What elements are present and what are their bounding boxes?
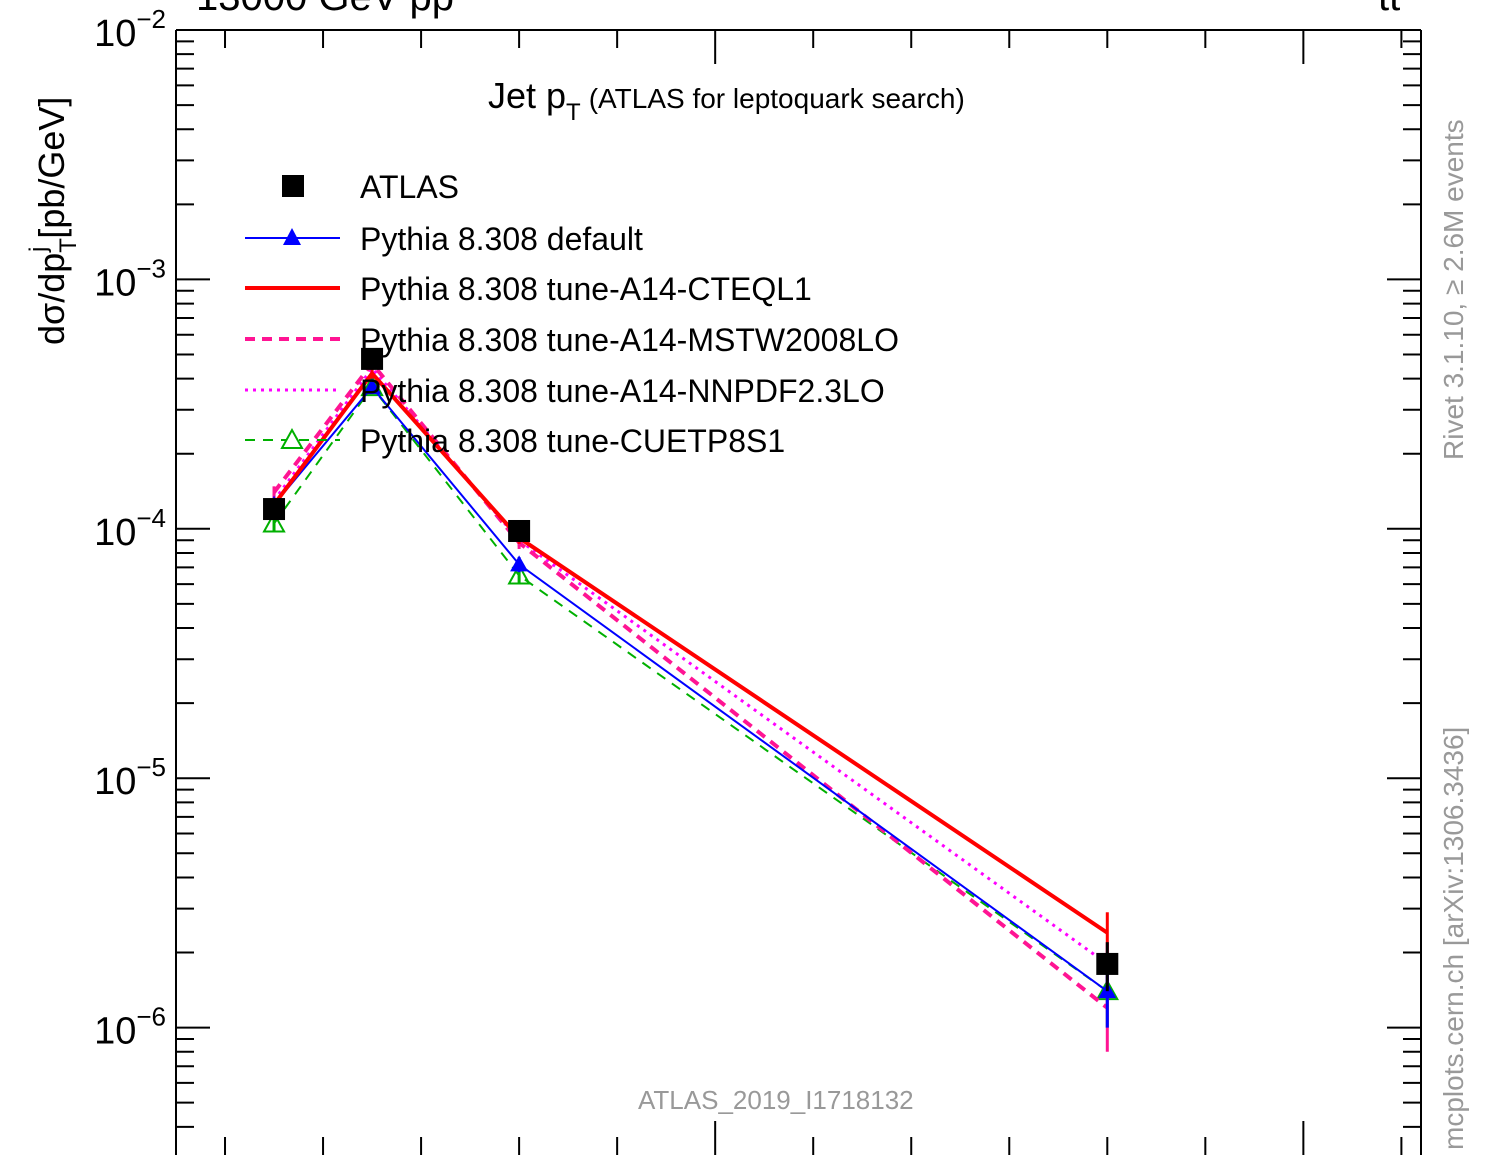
- series-default: [265, 378, 1117, 1028]
- y-axis-label-sup: j: [25, 247, 52, 253]
- x-axis-ticks: [224, 30, 1403, 1155]
- plot-frame: [175, 29, 1422, 1155]
- series-line: [272, 370, 1109, 935]
- legend: ATLAS Pythia 8.308 default Pythia 8.308 tu…: [245, 169, 899, 459]
- legend-entry-nnpdf: Pythia 8.308 tune-A14-NNPDF2.3LO: [245, 373, 885, 409]
- legend-entry-cteql1: Pythia 8.308 tune-A14-CTEQL1: [245, 271, 812, 307]
- data-point: [507, 563, 531, 585]
- series-line: [272, 360, 1109, 1010]
- legend-marker: [283, 228, 301, 245]
- data-point: [508, 519, 531, 542]
- chart-title-rest: (ATLAS for leptoquark search): [589, 83, 965, 114]
- legend-label: Pythia 8.308 tune-CUETP8S1: [360, 423, 785, 459]
- legend-marker: [282, 175, 304, 197]
- y-tick-label-exponent: −2: [136, 4, 166, 34]
- data-point: [263, 498, 286, 521]
- legend-entry-default: Pythia 8.308 default: [245, 221, 643, 257]
- series-layer: [262, 347, 1119, 1052]
- y-tick-label-mantissa: 10: [94, 512, 136, 554]
- legend-label: Pythia 8.308 tune-A14-CTEQL1: [360, 271, 812, 307]
- y-tick-label-exponent: −4: [136, 503, 166, 533]
- legend-label: Pythia 8.308 tune-A14-MSTW2008LO: [360, 322, 899, 358]
- data-point: [361, 347, 384, 370]
- legend-marker: [280, 427, 304, 449]
- y-tick-label: 10−5: [94, 752, 166, 803]
- y-axis-label-rest: [pb/GeV]: [31, 97, 72, 239]
- data-point: [510, 555, 529, 572]
- header-left-text: 13000 GeV pp: [196, 0, 454, 19]
- series-data: [263, 347, 1119, 992]
- data-point: [360, 375, 384, 397]
- y-axis-label: dσ/dpTj [pb/GeV]: [25, 97, 82, 345]
- chart-title: Jet pT (ATLAS for leptoquark search): [488, 75, 965, 126]
- y-tick-label-mantissa: 10: [94, 262, 136, 304]
- header-right-text: tt: [1378, 0, 1400, 19]
- analysis-id: ATLAS_2019_I1718132: [638, 1085, 914, 1115]
- y-tick-label-exponent: −6: [136, 1002, 166, 1032]
- legend-label: ATLAS: [360, 169, 459, 205]
- y-tick-label-exponent: −5: [136, 752, 166, 782]
- series-line: [272, 365, 1109, 966]
- y-tick-label: 10−3: [94, 253, 166, 304]
- y-tick-label-mantissa: 10: [94, 761, 136, 803]
- legend-label: Pythia 8.308 tune-A14-NNPDF2.3LO: [360, 373, 885, 409]
- y-axis-ticks: 10−210−310−410−510−6: [94, 4, 1421, 1128]
- chart-title-sub: T: [566, 99, 581, 126]
- legend-entry-cuetp8s1: Pythia 8.308 tune-CUETP8S1: [245, 423, 785, 459]
- y-axis-label-main: dσ/dp: [31, 253, 72, 345]
- series-cuetp8s1: [262, 375, 1119, 1028]
- y-tick-label-mantissa: 10: [94, 1011, 136, 1053]
- y-tick-label: 10−2: [94, 4, 166, 55]
- y-tick-label-exponent: −3: [136, 253, 166, 283]
- series-mstw: [272, 358, 1109, 1052]
- y-tick-label: 10−4: [94, 503, 166, 554]
- legend-label: Pythia 8.308 default: [360, 221, 643, 257]
- legend-entry-mstw: Pythia 8.308 tune-A14-MSTW2008LO: [245, 322, 899, 358]
- rivet-label: Rivet 3.1.10, ≥ 2.6M events: [1438, 119, 1469, 460]
- legend-entry-data: ATLAS: [282, 169, 459, 205]
- data-point: [262, 511, 286, 533]
- y-tick-label-mantissa: 10: [94, 13, 136, 55]
- data-point: [1096, 952, 1119, 975]
- data-point: [363, 378, 382, 395]
- y-tick-label: 10−6: [94, 1002, 166, 1053]
- chart-title-main: Jet p: [488, 75, 566, 116]
- y-axis-label-sub: T: [55, 238, 82, 253]
- series-line: [273, 385, 1108, 992]
- mcplots-label: mcplots.cern.ch [arXiv:1306.3436]: [1438, 727, 1469, 1150]
